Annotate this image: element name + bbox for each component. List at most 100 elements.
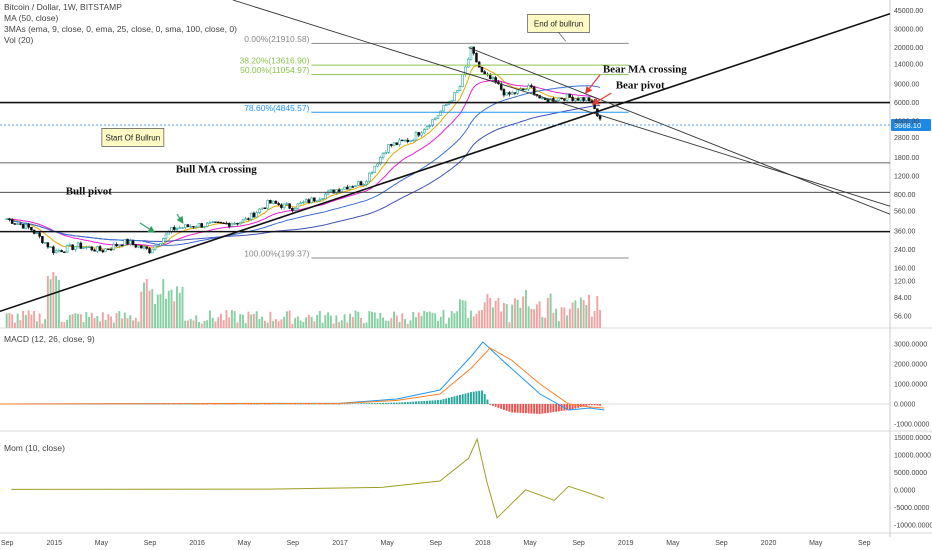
end-bullrun-pointer [558,32,566,42]
macd-histogram-bar [450,397,453,404]
candle [373,165,377,173]
volume-bar [181,286,184,328]
volume-bar [530,308,533,328]
volume-bar [280,319,283,328]
candle [563,98,566,101]
candle [348,186,352,190]
macd-histogram-bar [483,393,486,404]
candle [321,198,324,200]
legend-3mas[interactable]: 3MAs (ema, 9, close, 0, ema, 25, close, … [4,24,237,34]
volume-bar [571,302,574,328]
legend-vol[interactable]: Vol (20) [4,35,34,45]
candle [296,203,300,209]
volume-bar [552,312,555,328]
macd-histogram-bar [596,404,599,406]
volume-bar [90,312,93,328]
candle [403,139,407,142]
volume-bar [360,317,363,328]
macd-histogram-bar [590,404,593,406]
volume-bar [156,294,159,328]
macd-histogram-bar [401,402,404,404]
volume-bar [228,317,231,328]
candle [390,144,393,146]
candle [104,248,107,253]
candle [46,242,50,248]
time-tick-label: May [809,540,823,547]
candle [134,244,138,248]
volume-bar [516,299,519,328]
volume-bar [162,279,165,328]
macd-histogram-bar [272,403,275,405]
volume-bar [574,300,577,328]
momentum-line [11,437,605,519]
macd-histogram-bar [538,404,541,414]
macd-histogram-bar [214,404,217,405]
macd-histogram-bar [288,404,291,405]
macd-histogram-bar [200,404,203,405]
volume-bar [483,302,486,328]
candle [370,172,374,174]
candle [318,199,322,202]
candle [293,208,297,211]
candle [249,212,253,220]
volume-bar [305,317,308,328]
time-tick-label: May [523,540,537,547]
volume-bar [195,315,198,328]
volume-bar [502,302,505,328]
candle [260,207,264,210]
legend-macd[interactable]: MACD (12, 26, close, 9) [4,334,95,344]
volume-bar [398,322,401,328]
volume-bar [588,294,591,328]
volume-bar [371,311,374,328]
volume-bar [170,289,173,328]
macd-histogram-bar [269,404,272,405]
candle [433,117,437,120]
mom-tick-label: 15000.0000 [894,435,931,442]
legend-mom[interactable]: Mom (10, close) [4,443,65,453]
macd-pane [0,341,890,414]
candle [582,97,585,101]
macd-histogram-bar [442,399,445,404]
candle [579,97,583,101]
macd-histogram-bar [302,403,305,405]
candle [82,247,85,249]
candle [126,239,129,245]
macd-histogram-bar [560,404,563,411]
volume-bar [307,314,310,328]
candle [156,245,160,247]
volume-bar [596,295,599,328]
macd-histogram-bar [283,403,286,405]
candle [159,243,162,246]
volume-bar [395,315,398,328]
legend-symbol[interactable]: Bitcoin / Dollar, 1W, BITSTAMP [4,2,122,12]
candle [574,98,577,101]
candle [8,218,11,220]
volume-bar [469,310,472,328]
macd-histogram-bar [511,404,514,413]
candle [175,228,179,230]
bear-ma-crossing-label: Bear MA crossing [603,63,687,75]
macd-histogram-bar [557,404,560,412]
macd-histogram-bar [395,402,398,404]
volume-bar [533,309,536,328]
candle [469,46,473,60]
time-tick-label: Sep [287,540,300,547]
legend-ma[interactable]: MA (50, close) [4,13,59,23]
last-price-tag [891,119,931,132]
macd-histogram-bar [362,403,365,404]
candle [315,200,319,202]
macd-histogram-bar [211,404,214,405]
candle [52,246,55,254]
volume-bar [291,323,294,328]
candle [505,92,508,96]
candle [107,248,110,250]
candle [230,223,234,227]
candle [521,88,525,91]
volume-bar [165,298,167,328]
volume-bar [417,312,420,328]
macd-histogram-bar [321,403,324,405]
end-bullrun-label-box [527,14,590,33]
price-tick-label: 120.00 [894,279,916,286]
time-axis: Sep 2015 May Sep 2016 May Sep 2017 May Sep 2018 May… [1,540,871,547]
